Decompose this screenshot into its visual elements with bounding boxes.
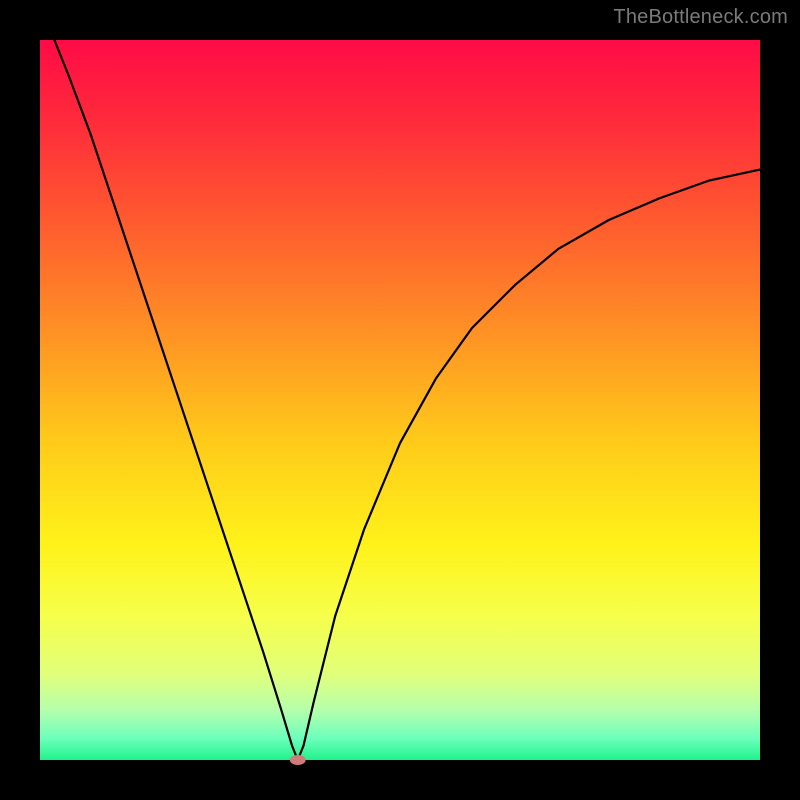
optimal-point-marker: [290, 755, 306, 765]
watermark-text: TheBottleneck.com: [613, 6, 788, 29]
bottleneck-chart: [0, 0, 800, 800]
plot-background: [40, 40, 760, 760]
figure-root: TheBottleneck.com: [0, 0, 800, 800]
